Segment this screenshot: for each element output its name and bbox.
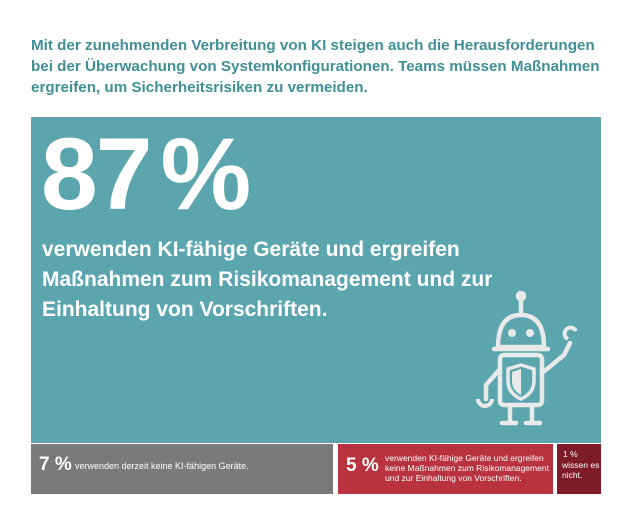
intro-text: Mit der zunehmenden Verbreitung von KI s…: [31, 37, 600, 96]
stat-unknown: 1 % wissen es nicht.: [557, 444, 601, 494]
main-stat-percent-sign: %: [160, 117, 251, 231]
stat-description: verwenden KI-fähige Geräte und ergreifen…: [385, 453, 549, 483]
stat-description: wissen es nicht.: [562, 460, 600, 480]
stat-no-ai-devices: 7 % verwenden derzeit keine KI-fähigen G…: [31, 444, 333, 494]
robot-with-shield-icon: [476, 290, 578, 426]
stat-percent: 1 %: [563, 449, 578, 459]
stat-description: verwenden derzeit keine KI-fähigen Gerät…: [75, 461, 249, 471]
stat-percent: 5 %: [346, 455, 379, 476]
main-stat-panel: 87% verwenden KI-fähige Geräte und ergre…: [31, 117, 601, 443]
stat-percent: 7 %: [39, 454, 72, 475]
main-stat-description: verwenden KI-fähige Geräte und ergreifen…: [42, 238, 493, 321]
main-stat-number: 87%: [41, 117, 251, 231]
main-stat-value: 87: [41, 117, 152, 231]
stat-ai-no-measures: 5 % verwenden KI-fähige Geräte und ergre…: [338, 444, 553, 494]
